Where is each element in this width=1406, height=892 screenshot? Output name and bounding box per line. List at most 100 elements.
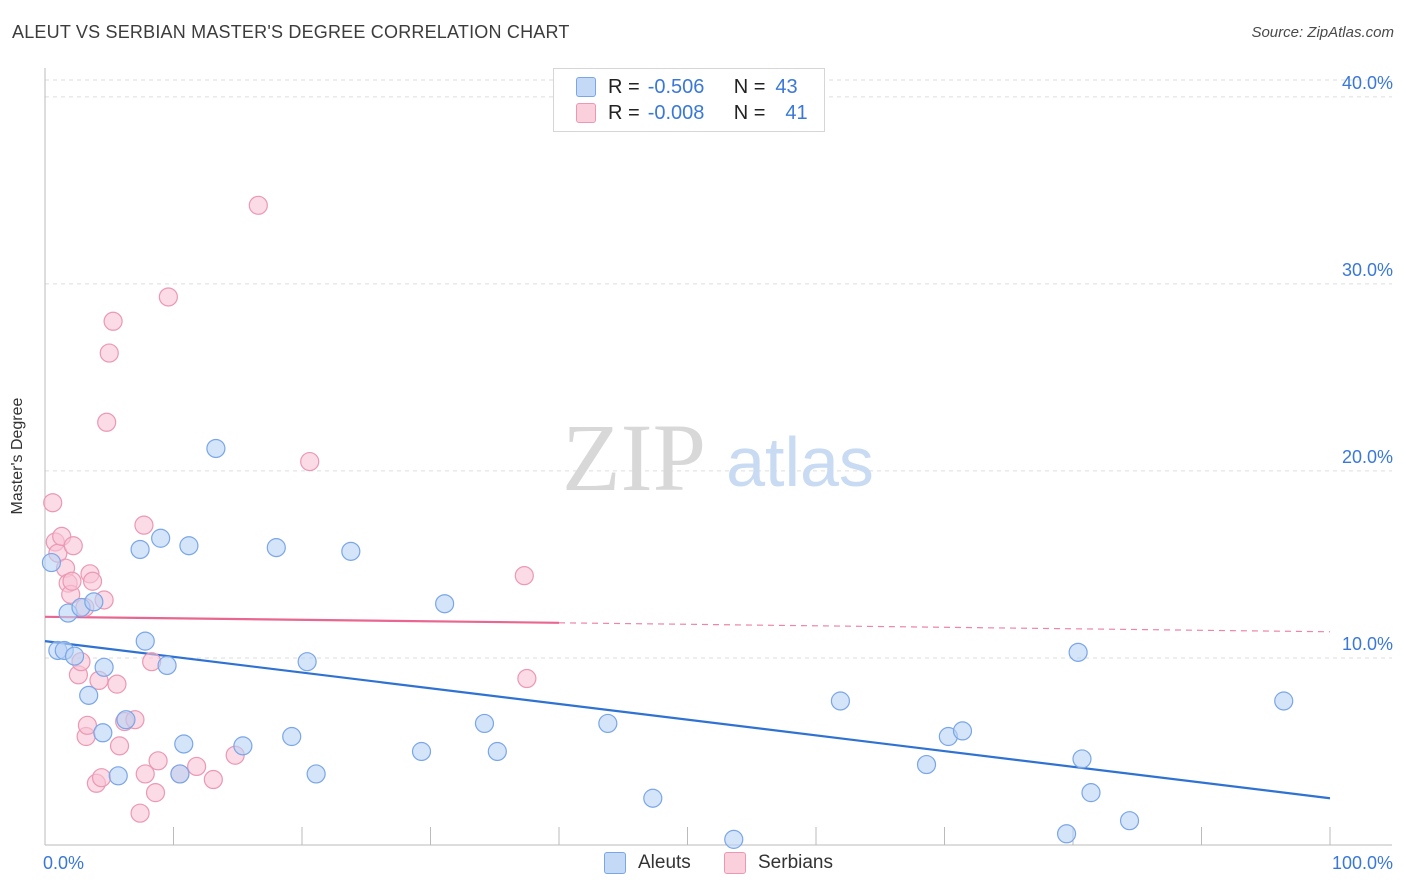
- serbian-point: [130, 803, 150, 823]
- aleut-point: [1068, 642, 1088, 662]
- legend-r-value: -0.506: [647, 75, 705, 98]
- serbian-point: [187, 756, 207, 777]
- watermark-zip: ZIP: [562, 404, 706, 511]
- legend-row-serbians: R = -0.008 N = 41: [576, 100, 808, 126]
- aleut-point: [170, 764, 190, 784]
- serbian-point: [514, 566, 534, 586]
- serbian-point: [63, 536, 83, 556]
- legend-n-value: 43: [775, 75, 798, 98]
- serbian-point: [91, 768, 112, 788]
- aleut-point: [643, 788, 663, 808]
- x-tick-label: 100.0%: [1332, 853, 1393, 873]
- serbian-point: [203, 769, 223, 790]
- serbian-point: [248, 195, 268, 215]
- serbian-trend-line: [44, 615, 560, 624]
- serbian-point: [109, 736, 130, 756]
- watermark: ZIP atlas: [562, 404, 874, 511]
- aleut-point: [174, 734, 194, 754]
- x-tick-label: 0.0%: [43, 853, 84, 873]
- aleuts-swatch: [576, 77, 596, 97]
- aleut-point: [916, 754, 937, 775]
- aleut-point: [94, 657, 114, 677]
- y-tick-label: 40.0%: [1342, 73, 1393, 93]
- legend-n-label: N =: [733, 75, 766, 98]
- aleut-point: [282, 726, 302, 747]
- bottom-legend-serbians: Serbians: [724, 852, 833, 874]
- data-points: [41, 195, 1294, 849]
- legend-row-aleuts: R = -0.506 N = 43: [576, 74, 798, 100]
- aleut-point: [1072, 749, 1092, 769]
- aleut-point: [306, 764, 326, 784]
- legend-r-label: R =: [608, 75, 640, 98]
- serbian-trend-line-dashed: [558, 622, 1331, 633]
- serbian-point: [77, 715, 98, 735]
- aleut-point: [952, 721, 973, 741]
- aleuts-legend-label: Aleuts: [638, 852, 691, 873]
- serbian-point: [300, 451, 320, 472]
- y-tick-label: 30.0%: [1342, 260, 1393, 280]
- aleut-point: [1056, 824, 1077, 844]
- aleut-point: [116, 710, 136, 730]
- aleut-point: [474, 713, 495, 734]
- legend-r-value: -0.008: [647, 101, 705, 124]
- aleut-point: [135, 631, 155, 651]
- serbians-legend-swatch: [724, 852, 746, 874]
- chart-title: ALEUT VS SERBIAN MASTER'S DEGREE CORRELA…: [12, 22, 570, 42]
- aleut-point: [1274, 691, 1294, 711]
- aleut-point: [266, 538, 286, 558]
- legend-n-label: N =: [733, 101, 766, 124]
- serbian-point: [99, 343, 119, 363]
- serbian-point: [517, 668, 537, 689]
- aleut-point: [206, 438, 226, 459]
- serbian-point: [43, 493, 63, 513]
- aleut-point: [179, 536, 199, 556]
- source-credit: Source: ZipAtlas.com: [1251, 24, 1394, 41]
- serbian-point: [134, 515, 154, 535]
- serbians-legend-label: Serbians: [758, 852, 833, 873]
- aleut-point: [487, 741, 507, 762]
- aleut-point: [157, 655, 177, 676]
- trend-lines: [44, 615, 1331, 800]
- aleut-trend-line: [44, 640, 1331, 800]
- aleut-point: [130, 539, 150, 560]
- serbian-point: [145, 783, 166, 803]
- aleut-point: [84, 592, 104, 612]
- serbian-point: [148, 751, 168, 771]
- aleut-point: [341, 541, 361, 561]
- aleuts-legend-swatch: [604, 852, 626, 874]
- aleut-point: [233, 736, 253, 756]
- aleut-point: [79, 685, 99, 705]
- serbian-point: [107, 674, 127, 694]
- serbian-point: [62, 571, 82, 591]
- serbian-point: [97, 412, 117, 432]
- aleut-point: [1081, 783, 1101, 803]
- aleut-point: [151, 528, 171, 548]
- aleut-point: [724, 829, 744, 849]
- axes: [44, 68, 1392, 846]
- serbian-point: [82, 571, 103, 591]
- tick-labels: 10.0% 20.0% 30.0% 40.0% 0.0% 100.0%: [43, 73, 1393, 873]
- aleut-point: [41, 552, 62, 573]
- serbian-point: [103, 311, 123, 331]
- serbian-point: [158, 287, 178, 307]
- grid-lines: [45, 79, 1392, 659]
- bottom-legend-aleuts: Aleuts: [604, 852, 691, 874]
- watermark-atlas: atlas: [726, 423, 874, 501]
- aleut-point: [598, 713, 618, 734]
- aleut-point: [64, 646, 85, 666]
- aleut-point: [93, 723, 113, 743]
- aleut-point: [830, 691, 851, 711]
- y-tick-label: 20.0%: [1342, 447, 1393, 467]
- aleut-point: [435, 594, 455, 614]
- aleut-point: [411, 741, 432, 762]
- aleut-point: [1119, 811, 1140, 831]
- serbians-swatch: [576, 103, 596, 123]
- serbian-point: [135, 764, 155, 784]
- legend-n-value: 41: [785, 101, 808, 124]
- legend-r-label: R =: [608, 101, 640, 124]
- aleut-point: [297, 652, 317, 672]
- aleut-point: [108, 766, 128, 786]
- y-tick-label: 10.0%: [1342, 634, 1393, 654]
- correlation-legend: R = -0.506 N = 43 R = -0.008 N = 41: [553, 68, 825, 132]
